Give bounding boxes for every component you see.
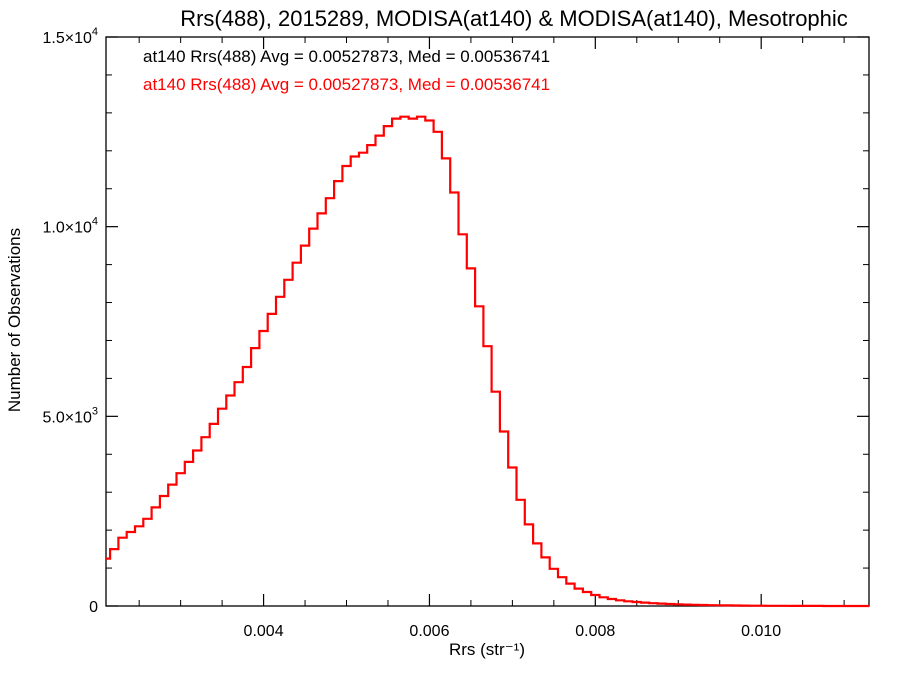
x-tick-label: 0.004 (244, 623, 284, 640)
y-tick-label: 1.0×104 (42, 216, 98, 237)
stats-annotation-red: at140 Rrs(488) Avg = 0.00527873, Med = 0… (143, 75, 550, 94)
x-axis-label: Rrs (str⁻¹) (449, 640, 525, 659)
y-tick-label: 1.5×104 (42, 26, 98, 47)
y-axis-label: Number of Observations (5, 228, 24, 412)
x-axis-ticks: 0.004 0.006 0.008 0.010 (138, 37, 845, 640)
chart-title: Rrs(488), 2015289, MODISA(at140) & MODIS… (180, 6, 848, 31)
stats-annotation-black: at140 Rrs(488) Avg = 0.00527873, Med = 0… (143, 47, 550, 66)
y-axis-ticks: 0 5.0×103 1.0×104 1.5×104 (42, 26, 869, 616)
x-tick-label: 0.010 (741, 623, 781, 640)
plot-frame (105, 36, 870, 607)
x-tick-label: 0.006 (409, 623, 449, 640)
y-tick-label: 0 (89, 599, 98, 616)
histogram-series-line (106, 115, 869, 608)
y-tick-label: 5.0×103 (42, 405, 98, 426)
x-tick-label: 0.008 (575, 623, 615, 640)
